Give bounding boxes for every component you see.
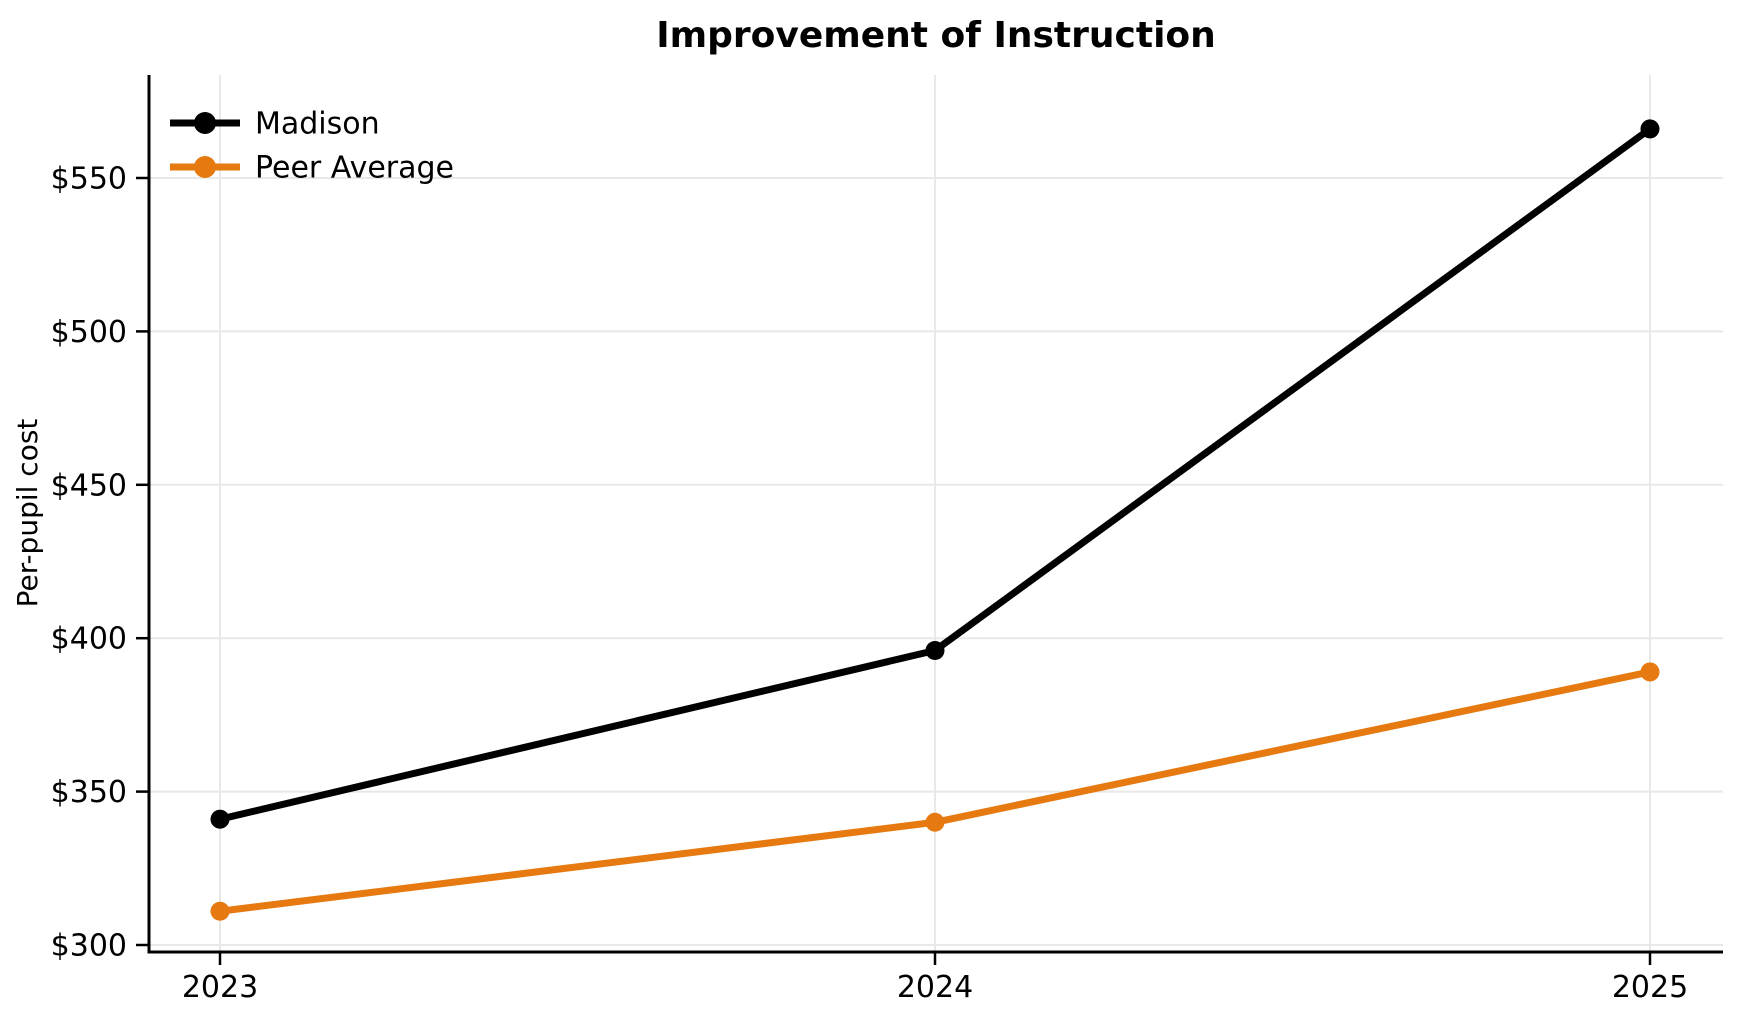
y-tick-label: $350 [51,775,127,810]
y-tick-label: $400 [51,622,127,657]
x-tick-label: 2024 [897,970,973,1005]
data-point-madison-2024 [925,640,945,660]
axes [136,75,1723,965]
legend: Madison Peer Average [170,107,454,186]
gridlines [149,75,1723,952]
y-tick-label: $500 [51,315,127,350]
chart-title: Improvement of Instruction [656,15,1216,56]
legend-label: Madison [255,107,380,142]
y-tick-label: $550 [51,162,127,197]
y-tick-label: $450 [51,468,127,503]
legend-label: Peer Average [255,151,454,186]
x-tick-label: 2023 [182,970,258,1005]
data-point-madison-2023 [210,809,230,829]
legend-marker [194,112,216,134]
series-lines [210,119,1660,921]
x-tick-label: 2025 [1612,970,1688,1005]
y-tick-label: $300 [51,929,127,964]
legend-marker [194,156,216,178]
data-point-madison-2025 [1640,119,1660,139]
tick-labels: $300 $350 $400 $450 $500 $550 2023 2024 2025 [51,162,1689,1006]
data-point-peer-average-2023 [210,901,230,921]
y-axis-label: Per-pupil cost [11,419,44,608]
data-point-peer-average-2025 [1640,662,1660,682]
data-point-peer-average-2024 [925,812,945,832]
